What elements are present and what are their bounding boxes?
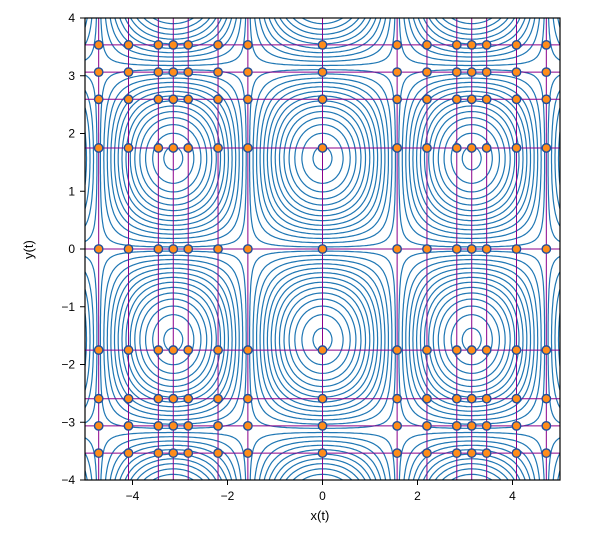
- svg-text:−2: −2: [221, 489, 235, 503]
- x-axis-label: x(t): [311, 508, 330, 523]
- svg-text:−1: −1: [61, 300, 75, 314]
- phase-portrait-chart: −4 −2 0 2 4 −4 −3 −2 −1 0 1 2 3 4 x(t) y(t): [0, 0, 592, 542]
- svg-text:1: 1: [68, 184, 75, 198]
- svg-text:4: 4: [68, 11, 75, 25]
- svg-text:2: 2: [414, 489, 421, 503]
- svg-text:4: 4: [509, 489, 516, 503]
- svg-text:0: 0: [319, 489, 326, 503]
- svg-text:−2: −2: [61, 358, 75, 372]
- y-axis-label: y(t): [21, 240, 36, 259]
- svg-text:−4: −4: [61, 473, 75, 487]
- svg-text:3: 3: [68, 69, 75, 83]
- plot-svg: −4 −2 0 2 4 −4 −3 −2 −1 0 1 2 3 4: [0, 0, 592, 542]
- svg-text:−3: −3: [61, 415, 75, 429]
- svg-text:−4: −4: [126, 489, 140, 503]
- svg-text:0: 0: [68, 242, 75, 256]
- svg-text:2: 2: [68, 127, 75, 141]
